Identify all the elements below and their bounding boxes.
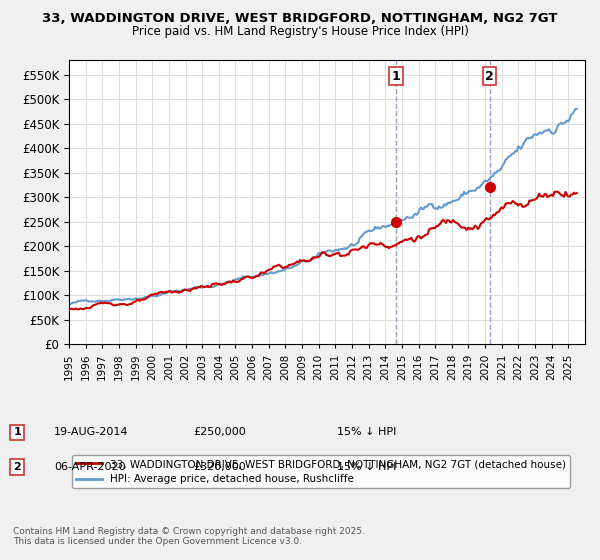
Text: 15% ↓ HPI: 15% ↓ HPI: [337, 427, 397, 437]
Text: £320,000: £320,000: [193, 462, 246, 472]
Legend: 33, WADDINGTON DRIVE, WEST BRIDGFORD, NOTTINGHAM, NG2 7GT (detached house), HPI:: 33, WADDINGTON DRIVE, WEST BRIDGFORD, NO…: [71, 455, 571, 488]
Text: 15% ↓ HPI: 15% ↓ HPI: [337, 462, 397, 472]
Text: 1: 1: [13, 427, 21, 437]
Text: 2: 2: [485, 70, 494, 83]
Text: 1: 1: [392, 70, 400, 83]
Text: 06-APR-2020: 06-APR-2020: [54, 462, 125, 472]
Text: 33, WADDINGTON DRIVE, WEST BRIDGFORD, NOTTINGHAM, NG2 7GT: 33, WADDINGTON DRIVE, WEST BRIDGFORD, NO…: [42, 12, 558, 25]
Text: Contains HM Land Registry data © Crown copyright and database right 2025.
This d: Contains HM Land Registry data © Crown c…: [13, 526, 365, 546]
Text: Price paid vs. HM Land Registry's House Price Index (HPI): Price paid vs. HM Land Registry's House …: [131, 25, 469, 38]
Text: £250,000: £250,000: [193, 427, 246, 437]
Text: 2: 2: [13, 462, 21, 472]
Text: 19-AUG-2014: 19-AUG-2014: [54, 427, 128, 437]
